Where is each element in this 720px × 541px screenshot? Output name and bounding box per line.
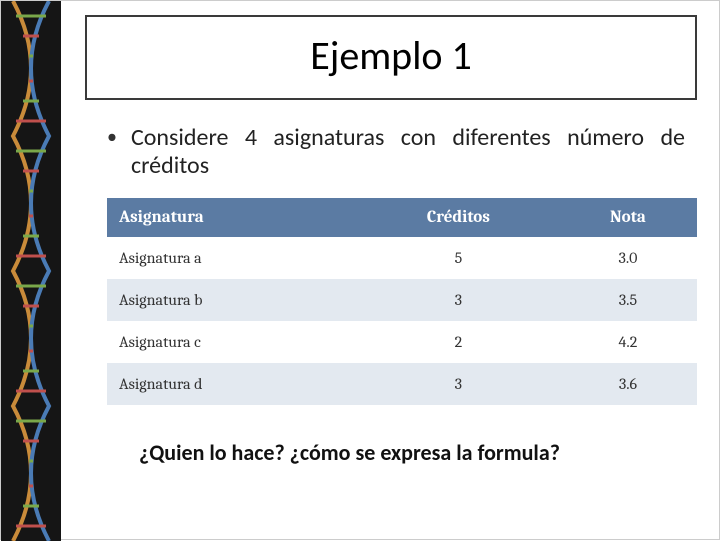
- table-row: Asignatura d 3 3.6: [107, 363, 697, 405]
- table-row: Asignatura b 3 3.5: [107, 279, 697, 321]
- cell-asignatura: Asignatura c: [107, 321, 358, 363]
- slide-content: Ejemplo 1 • Considere 4 asignaturas con …: [61, 1, 720, 541]
- cell-nota: 3.0: [559, 237, 697, 279]
- bullet-dot-icon: •: [107, 124, 117, 150]
- dna-sidebar-image: [1, 1, 61, 541]
- table-row: Asignatura c 2 4.2: [107, 321, 697, 363]
- cell-asignatura: Asignatura a: [107, 237, 358, 279]
- cell-asignatura: Asignatura b: [107, 279, 358, 321]
- title-box: Ejemplo 1: [85, 15, 697, 100]
- col-asignatura: Asignatura: [107, 198, 358, 237]
- cell-asignatura: Asignatura d: [107, 363, 358, 405]
- cell-nota: 3.6: [559, 363, 697, 405]
- cell-creditos: 3: [358, 279, 559, 321]
- cell-creditos: 3: [358, 363, 559, 405]
- cell-nota: 3.5: [559, 279, 697, 321]
- col-creditos: Créditos: [358, 198, 559, 237]
- col-nota: Nota: [559, 198, 697, 237]
- bullet-text: Considere 4 asignaturas con diferentes n…: [131, 124, 685, 180]
- table-row: Asignatura a 5 3.0: [107, 237, 697, 279]
- table-header-row: Asignatura Créditos Nota: [107, 198, 697, 237]
- question-text: ¿Quien lo hace? ¿cómo se expresa la form…: [139, 439, 685, 466]
- cell-creditos: 2: [358, 321, 559, 363]
- bullet-item: • Considere 4 asignaturas con diferentes…: [107, 124, 685, 180]
- slide-title: Ejemplo 1: [87, 31, 695, 80]
- data-table: Asignatura Créditos Nota Asignatura a 5 …: [107, 198, 697, 405]
- cell-nota: 4.2: [559, 321, 697, 363]
- cell-creditos: 5: [358, 237, 559, 279]
